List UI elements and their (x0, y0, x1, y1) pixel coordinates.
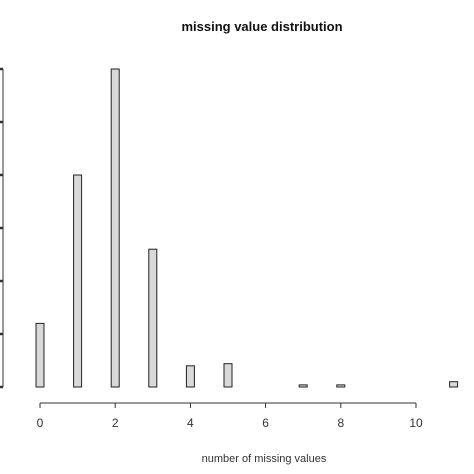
x-axis: 0 2 4 6 8 10 (37, 402, 423, 430)
bar (449, 381, 459, 388)
chart-title: missing value distribution (181, 19, 342, 34)
bar (223, 363, 233, 388)
x-tick-label: 6 (262, 416, 269, 430)
x-tick-label: 4 (187, 416, 194, 430)
bar (298, 384, 308, 388)
bars (35, 68, 459, 388)
x-axis-label: number of missing values (202, 453, 327, 465)
x-tick-label: 8 (337, 416, 344, 430)
bar (110, 68, 120, 388)
y-axis (0, 67, 4, 389)
x-tick-label: 2 (112, 416, 119, 430)
bar (35, 322, 45, 388)
x-tick-label: 10 (409, 416, 423, 430)
x-tick-label: 0 (37, 416, 44, 430)
bar (73, 174, 83, 388)
bar (185, 365, 195, 388)
bar (148, 248, 158, 388)
bar (336, 384, 346, 388)
